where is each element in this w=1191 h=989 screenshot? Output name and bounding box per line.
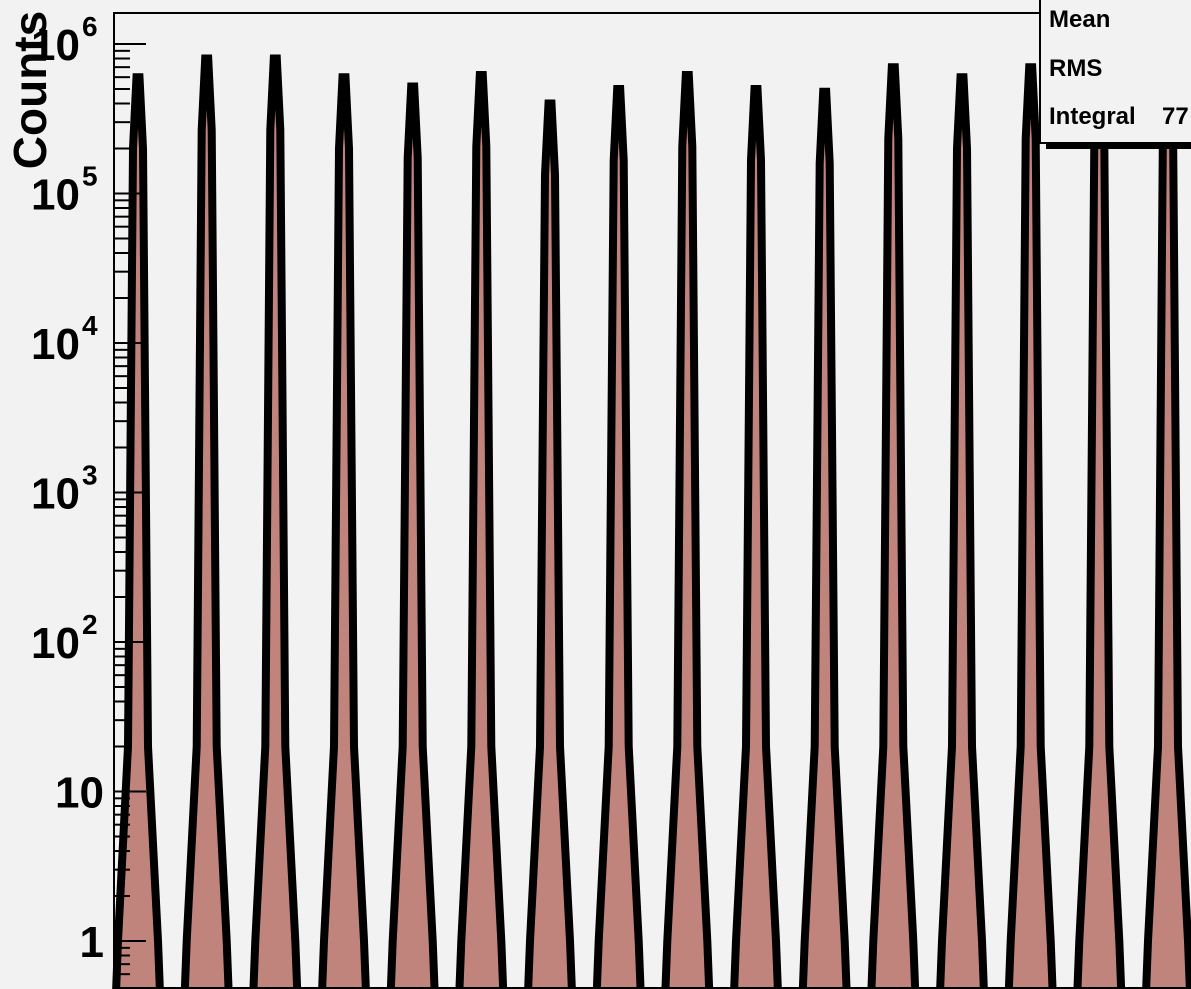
histogram-peak xyxy=(798,87,851,989)
histogram-peak xyxy=(867,63,920,989)
y-tick-label: 10 xyxy=(31,320,80,369)
histogram-peak xyxy=(661,71,714,989)
y-tick-exponent: 6 xyxy=(82,11,98,42)
histogram-peak xyxy=(730,85,782,989)
y-tick-exponent: 4 xyxy=(82,310,98,341)
histogram-peak xyxy=(455,71,508,989)
histogram-peak xyxy=(1142,46,1191,989)
histogram-peak xyxy=(112,73,164,989)
histogram-peak xyxy=(1004,63,1057,989)
stats-value-integral: 77 xyxy=(1162,103,1189,130)
plot-frame xyxy=(113,12,1191,989)
y-tick-label: 10 xyxy=(31,470,80,519)
y-tick-exponent: 2 xyxy=(82,609,98,640)
y-tick-label: 10 xyxy=(31,619,80,668)
y-tick-label: 10 xyxy=(31,171,80,220)
y-axis-label: Counts xyxy=(4,11,56,169)
stats-box: Mean RMS Integral 77 xyxy=(1039,0,1191,149)
histogram-peak xyxy=(386,82,439,989)
stats-box-frame xyxy=(1039,0,1191,144)
histogram-peak xyxy=(524,99,576,989)
histogram-peaks xyxy=(112,46,1191,989)
stats-label-mean: Mean xyxy=(1049,6,1110,33)
histogram-peak xyxy=(592,85,645,989)
y-tick-exponent: 3 xyxy=(82,460,98,491)
histogram-peak xyxy=(180,54,233,989)
y-tick-exponent: 5 xyxy=(82,161,98,192)
histogram-peak xyxy=(936,73,988,989)
stats-label-integral: Integral xyxy=(1049,103,1136,130)
histogram-peak xyxy=(249,54,302,989)
y-tick-label: 10 xyxy=(55,769,104,818)
y-tick-label: 10 xyxy=(31,21,80,70)
stats-label-rms: RMS xyxy=(1049,55,1102,82)
histogram-peak xyxy=(318,73,370,989)
histogram-peak xyxy=(1073,68,1126,989)
y-tick-label: 1 xyxy=(80,918,104,967)
